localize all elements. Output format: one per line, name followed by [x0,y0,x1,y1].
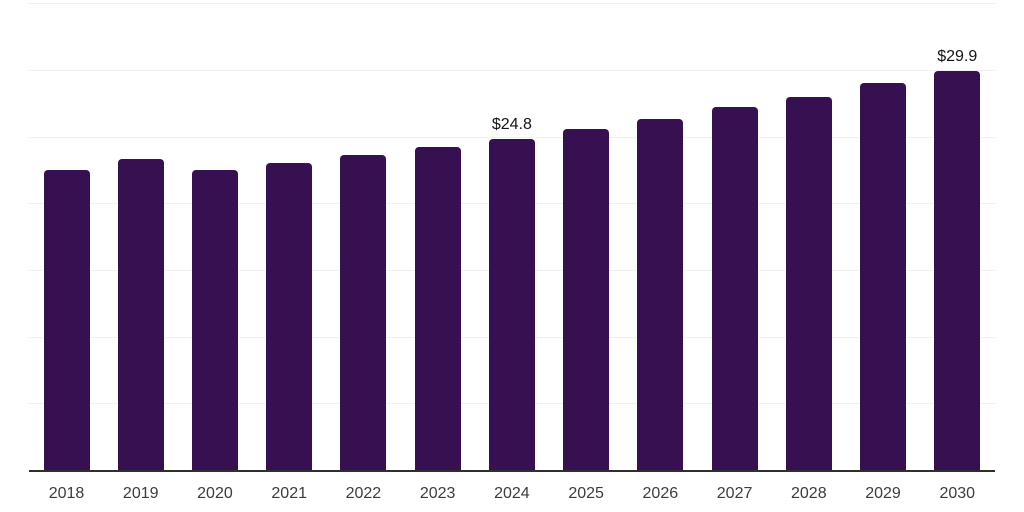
bar-2025 [563,128,610,470]
gridline-y-30 [29,69,995,71]
gridline-y-35 [29,3,995,5]
bar-2027 [711,107,758,470]
bar-2018 [43,169,90,470]
bar-2024 [488,139,535,470]
x-tick-label-2019: 2019 [122,485,159,502]
x-tick-label-2024: 2024 [494,485,530,502]
bar-2029 [860,83,907,470]
bar-2026 [637,119,684,470]
data-label-2024: $24.8 [491,116,532,134]
x-tick-label-2018: 2018 [48,485,85,502]
bar-2020 [191,169,238,470]
gridline-y-25 [29,136,995,138]
data-label-2030: $29.9 [937,48,978,66]
bar-2030 [934,71,981,470]
bar-2023 [414,147,461,470]
x-tick-label-2023: 2023 [419,485,456,502]
bar-2019 [117,159,164,470]
x-tick-label-2026: 2026 [642,485,679,502]
x-tick-label-2030: 2030 [939,485,976,502]
x-axis-line [29,470,995,472]
x-tick-label-2028: 2028 [791,485,827,502]
bar-2021 [266,163,313,470]
x-tick-label-2025: 2025 [568,485,604,502]
x-tick-label-2027: 2027 [716,485,753,502]
x-tick-label-2021: 2021 [271,485,307,502]
x-tick-label-2029: 2029 [865,485,901,502]
x-tick-label-2020: 2020 [197,485,233,502]
bar-2022 [340,155,387,470]
x-tick-label-2022: 2022 [345,485,382,502]
bar-2028 [785,96,832,470]
